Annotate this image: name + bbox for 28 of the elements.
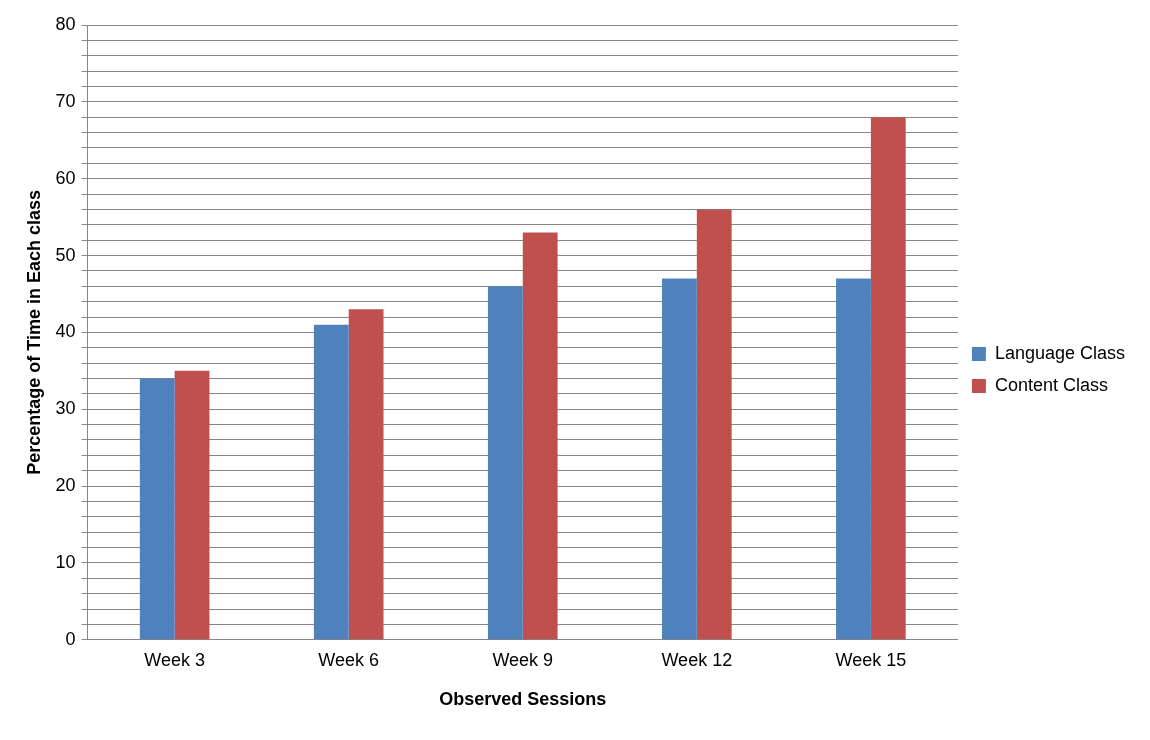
bar — [313, 324, 349, 640]
bar — [487, 286, 523, 640]
y-tick-label: 10 — [55, 551, 76, 572]
bar — [836, 278, 871, 640]
y-tick-label: 80 — [55, 13, 76, 34]
x-tick-label: Week 12 — [661, 649, 733, 670]
y-axis-title: Percentage of Time in Each class — [23, 190, 44, 475]
x-axis-title: Observed Sessions — [439, 689, 607, 710]
legend-label: Content Class — [994, 374, 1108, 395]
x-tick-label: Week 6 — [318, 649, 380, 670]
y-tick-label: 20 — [55, 475, 76, 496]
bar — [139, 378, 175, 640]
bar — [662, 278, 697, 640]
bar — [174, 370, 210, 640]
x-tick-label: Week 9 — [492, 649, 554, 670]
x-tick-label: Week 3 — [144, 649, 205, 670]
y-tick-label: 50 — [55, 244, 76, 265]
bar — [348, 309, 384, 640]
y-tick-label: 0 — [65, 628, 76, 649]
y-tick-label: 40 — [55, 321, 76, 342]
bar — [696, 209, 732, 640]
y-tick-label: 70 — [55, 90, 76, 111]
bar — [522, 232, 558, 640]
y-tick-label: 30 — [55, 398, 76, 419]
x-tick-label: Week 15 — [835, 649, 907, 670]
y-tick-label: 60 — [55, 167, 76, 188]
bar — [870, 117, 906, 640]
legend-label: Language Class — [994, 342, 1126, 363]
